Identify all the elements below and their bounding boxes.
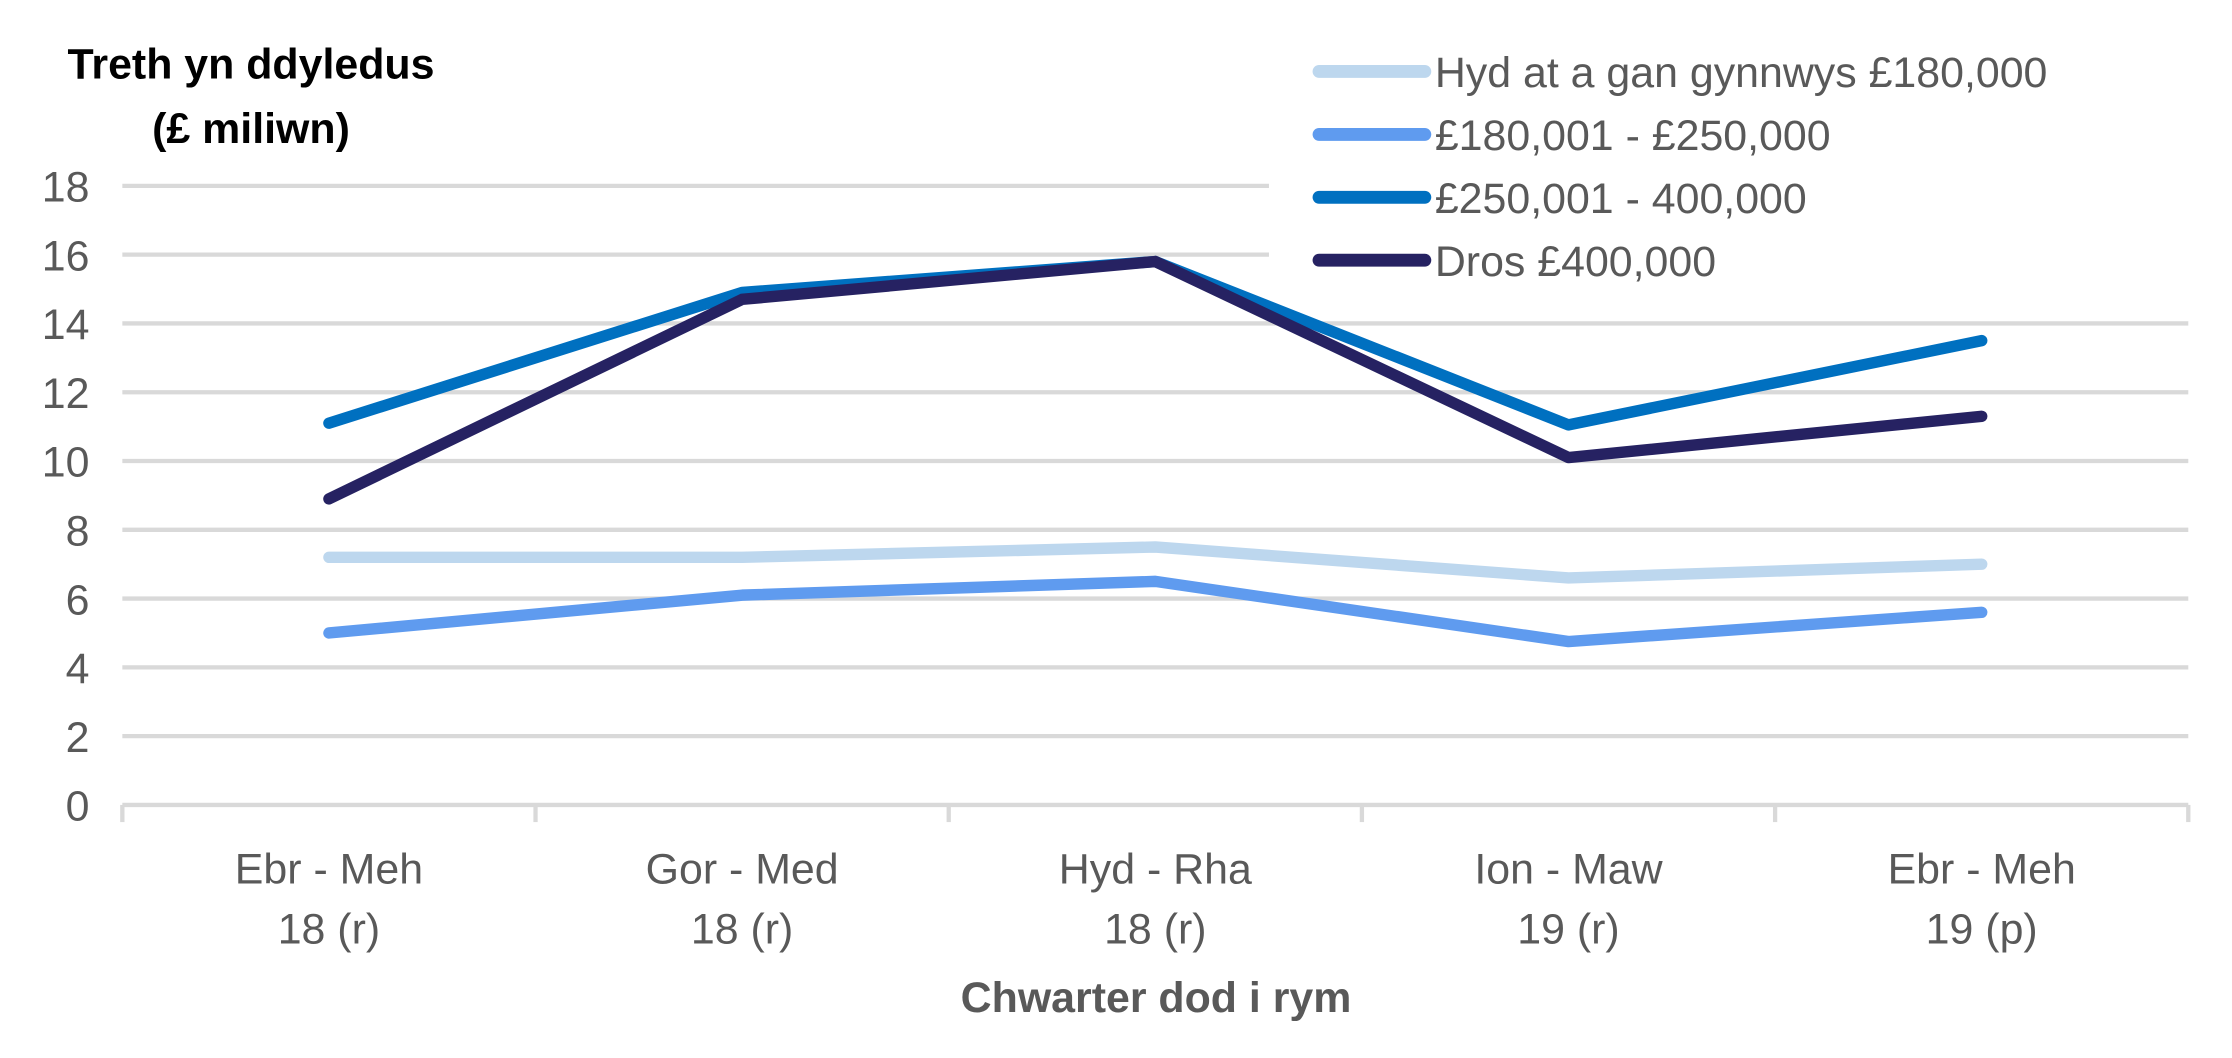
y-tick-label: 10 xyxy=(42,439,90,487)
legend-label: Dros £400,000 xyxy=(1435,238,1716,286)
y-tick-label: 0 xyxy=(66,783,90,831)
series-line-2 xyxy=(323,255,1988,431)
x-tick-label: Ebr - Meh xyxy=(235,846,423,894)
y-axis-title-line1: Treth yn ddyledus xyxy=(68,41,435,89)
x-tick-label: 18 (r) xyxy=(278,906,380,954)
y-tick-label: 16 xyxy=(42,232,90,280)
y-tick-label: 18 xyxy=(42,164,90,212)
y-tick-label: 2 xyxy=(66,714,90,762)
series-line-3 xyxy=(323,255,1988,505)
x-tick-label: Gor - Med xyxy=(646,846,839,894)
x-tick-label: Hyd - Rha xyxy=(1059,846,1252,894)
series-line-0 xyxy=(323,541,1988,584)
x-tick-label: 18 (r) xyxy=(1104,906,1206,954)
y-tick-label: 4 xyxy=(66,645,90,693)
legend-label: £250,001 - 400,000 xyxy=(1435,175,1807,223)
y-tick-label: 14 xyxy=(42,301,90,349)
y-tick-label: 6 xyxy=(66,576,90,624)
series-line-1 xyxy=(323,575,1988,648)
x-tick-label: Ion - Maw xyxy=(1474,846,1663,894)
legend-label: £180,001 - £250,000 xyxy=(1435,112,1831,160)
y-tick-label: 8 xyxy=(66,508,90,556)
x-tick-label: Ebr - Meh xyxy=(1888,846,2076,894)
x-tick-label: 18 (r) xyxy=(691,906,793,954)
x-tick-label: 19 (r) xyxy=(1517,906,1619,954)
y-tick-label: 12 xyxy=(42,370,90,418)
x-axis-title: Chwarter dod i rym xyxy=(961,974,1352,1022)
y-axis-title-line2: (£ miliwn) xyxy=(152,105,350,153)
legend-label: Hyd at a gan gynnwys £180,000 xyxy=(1435,49,2048,97)
x-tick-label: 19 (p) xyxy=(1926,906,2038,954)
